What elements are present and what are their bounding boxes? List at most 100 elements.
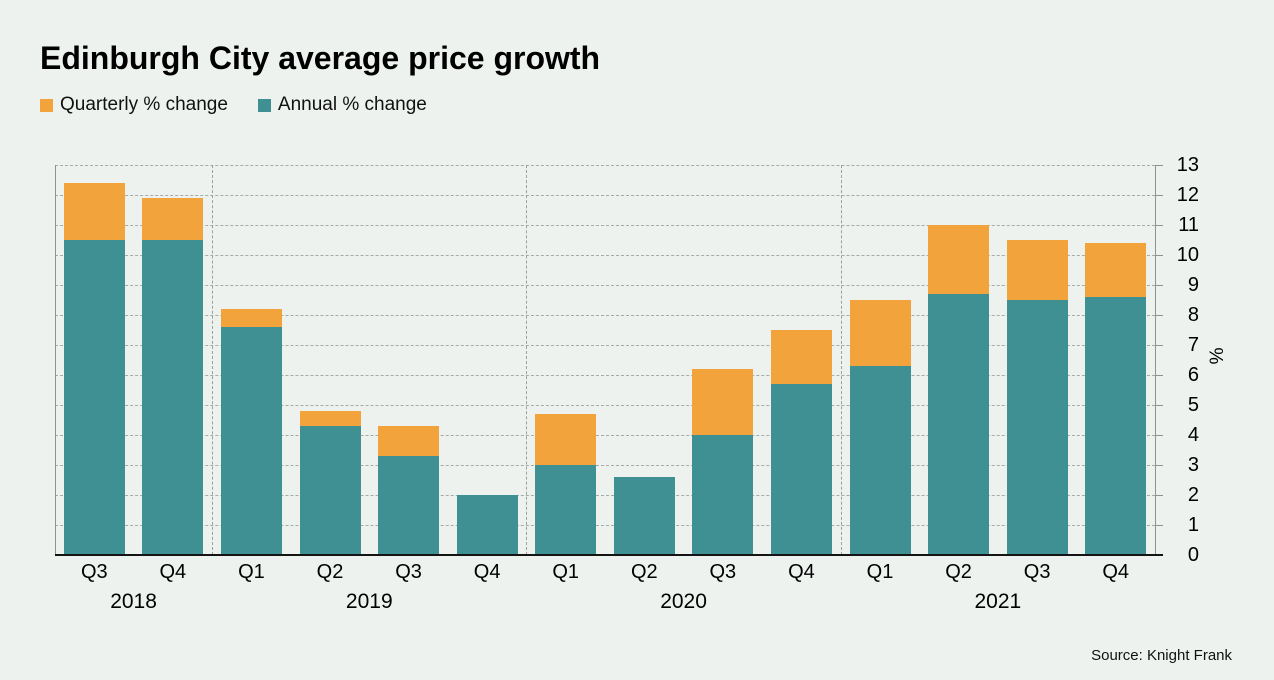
y-tick-label: 7 bbox=[1187, 334, 1199, 356]
bar-segment-annual bbox=[535, 465, 597, 555]
y-tick-mark bbox=[1155, 225, 1163, 226]
year-label: 2018 bbox=[110, 590, 157, 613]
year-separator bbox=[840, 165, 842, 555]
bar-segment-annual bbox=[1085, 297, 1147, 555]
x-tick-label: Q3 bbox=[709, 561, 737, 583]
x-tick-label: Q3 bbox=[80, 561, 108, 583]
x-tick-label: Q4 bbox=[788, 561, 815, 583]
bar-segment-quarterly bbox=[299, 411, 361, 426]
gridline bbox=[55, 345, 1155, 346]
bar-segment-annual bbox=[456, 495, 518, 555]
year-separator bbox=[212, 165, 214, 555]
y-tick-mark bbox=[1155, 525, 1163, 526]
x-tick-label: Q3 bbox=[1023, 561, 1051, 583]
gridline bbox=[55, 315, 1155, 316]
bar-segment-annual bbox=[142, 240, 204, 555]
gridline bbox=[55, 195, 1155, 196]
y-tick-label: 11 bbox=[1178, 214, 1199, 236]
bar-segment-quarterly bbox=[770, 330, 832, 384]
bar-segment-annual bbox=[928, 294, 990, 555]
y-tick-label: 13 bbox=[1176, 154, 1199, 176]
gridline bbox=[55, 525, 1155, 526]
bar-segment-quarterly bbox=[142, 198, 204, 240]
y-axis: 0 1 2 3 4 5 6 7 8 9 10 11 12 13 bbox=[1163, 154, 1199, 566]
bar-segment-annual bbox=[613, 477, 675, 555]
y-tick-mark bbox=[1155, 345, 1163, 346]
y-tick-mark bbox=[1155, 375, 1163, 376]
bar-segment-quarterly bbox=[220, 309, 282, 327]
legend-item-quarterly: Quarterly % change bbox=[40, 94, 228, 116]
bar-segment-annual bbox=[220, 327, 282, 555]
gridline bbox=[55, 225, 1155, 226]
bar-segment-annual bbox=[299, 426, 361, 555]
x-tick-label: Q2 bbox=[630, 561, 658, 583]
legend-swatch-quarterly-icon bbox=[40, 98, 53, 112]
bar-segment-annual bbox=[692, 435, 754, 555]
gridline bbox=[55, 375, 1155, 376]
y-tick-mark bbox=[1155, 495, 1163, 496]
bar-segment-quarterly bbox=[378, 426, 440, 456]
x-tick-label: Q1 bbox=[552, 561, 580, 583]
y-tick-mark bbox=[1155, 315, 1163, 316]
year-separator bbox=[526, 165, 528, 555]
x-tick-label: Q2 bbox=[945, 561, 972, 583]
gridline bbox=[55, 465, 1155, 466]
plot-left-border bbox=[55, 165, 56, 555]
gridline bbox=[55, 285, 1155, 286]
y-tick-mark bbox=[1155, 165, 1163, 166]
y-tick-label: 5 bbox=[1187, 394, 1199, 416]
bar-segment-annual bbox=[63, 240, 125, 555]
x-tick-label: Q4 bbox=[1102, 561, 1130, 583]
y-tick-label: 0 bbox=[1187, 544, 1199, 566]
bar-segment-quarterly bbox=[1006, 240, 1068, 300]
legend: Quarterly % change Annual % change bbox=[40, 94, 427, 116]
bar-segment-quarterly bbox=[849, 300, 911, 366]
y-tick-mark bbox=[1155, 405, 1163, 406]
legend-label-quarterly: Quarterly % change bbox=[60, 94, 228, 115]
x-tick-label: Q1 bbox=[238, 561, 265, 583]
y-tick-label: 10 bbox=[1176, 244, 1199, 266]
plot-area bbox=[55, 165, 1156, 555]
year-label: 2020 bbox=[660, 590, 707, 613]
year-label: 2019 bbox=[345, 590, 393, 613]
bar-segment-quarterly bbox=[1085, 243, 1147, 297]
y-tick-mark bbox=[1155, 255, 1163, 256]
x-tick-label: Q3 bbox=[395, 561, 422, 583]
y-tick-label: 2 bbox=[1187, 484, 1199, 506]
y-tick-mark bbox=[1155, 465, 1163, 466]
legend-item-annual: Annual % change bbox=[257, 94, 427, 116]
bar-segment-quarterly bbox=[63, 183, 125, 240]
bar-segment-quarterly bbox=[928, 225, 990, 294]
bar-segment-annual bbox=[849, 366, 911, 555]
year-label: 2021 bbox=[974, 590, 1022, 613]
source-note: Source: Knight Frank bbox=[1091, 647, 1232, 664]
gridline bbox=[55, 255, 1155, 256]
legend-swatch-annual-icon bbox=[257, 98, 271, 112]
page-title: Edinburgh City average price growth bbox=[40, 40, 601, 76]
bar-segment-annual bbox=[1006, 300, 1068, 555]
gridline bbox=[55, 435, 1155, 436]
y-tick-label: 12 bbox=[1176, 184, 1199, 206]
gridline bbox=[55, 165, 1155, 166]
y-tick-mark bbox=[1155, 435, 1163, 436]
x-tick-label: Q4 bbox=[473, 561, 501, 583]
y-tick-label: 6 bbox=[1187, 364, 1199, 386]
y-tick-mark bbox=[1155, 195, 1163, 196]
x-tick-label: Q2 bbox=[316, 561, 344, 583]
y-axis-title: % bbox=[1204, 347, 1226, 365]
bar-segment-annual bbox=[770, 384, 832, 555]
plot-right-border bbox=[1155, 165, 1156, 555]
bar-segment-quarterly bbox=[692, 369, 754, 435]
x-tick-label: Q1 bbox=[866, 561, 894, 583]
x-tick-label: Q4 bbox=[159, 561, 187, 583]
x-axis-year-row: 2018 2019 2020 2021 bbox=[55, 590, 1155, 618]
x-axis: Q3 Q4 Q1 Q2 Q3 Q4 Q1 Q2 Q3 Q4 Q1 Q2 Q3 Q4 bbox=[55, 561, 1155, 589]
x-axis-baseline bbox=[55, 554, 1163, 556]
legend-label-annual: Annual % change bbox=[277, 94, 427, 115]
y-tick-label: 9 bbox=[1187, 274, 1199, 296]
bar-segment-annual bbox=[378, 456, 440, 555]
gridline bbox=[55, 405, 1155, 406]
gridline bbox=[55, 495, 1155, 496]
